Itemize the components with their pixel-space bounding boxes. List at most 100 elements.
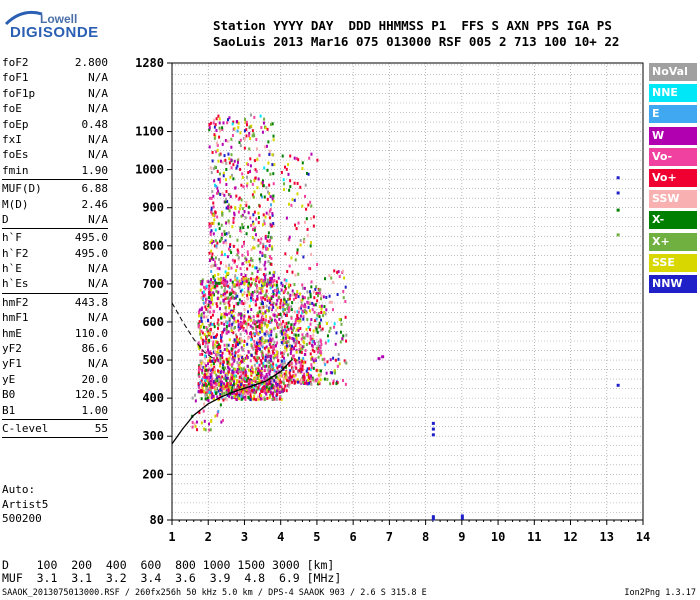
echo-point	[304, 305, 307, 309]
echo-point	[233, 384, 236, 388]
echo-point	[320, 328, 323, 332]
echo-point	[265, 345, 268, 349]
echo-point	[260, 195, 263, 199]
echo-point	[264, 260, 267, 264]
echo-point	[209, 290, 212, 294]
echo-point	[209, 121, 212, 125]
echo-point	[270, 195, 273, 199]
echo-point	[237, 210, 240, 214]
echo-point	[225, 232, 228, 236]
echo-point	[310, 382, 313, 386]
echo-point	[275, 383, 278, 387]
echo-point	[283, 346, 286, 350]
echo-point	[214, 165, 217, 169]
echo-point	[264, 364, 267, 368]
echo-point	[212, 277, 215, 281]
param-value: 443.8	[74, 295, 108, 309]
echo-point	[334, 371, 337, 375]
echo-point	[302, 345, 305, 349]
echo-point	[287, 321, 290, 325]
echo-point	[197, 344, 200, 348]
echo-point	[247, 287, 250, 291]
isolated-echo-point	[431, 517, 435, 521]
echo-point	[255, 266, 258, 270]
legend-item-vo: Vo+	[649, 168, 697, 187]
echo-point	[205, 398, 208, 402]
echo-point	[233, 355, 236, 359]
echo-point	[202, 297, 205, 301]
echo-point	[302, 375, 305, 379]
isolated-echo-point	[431, 433, 435, 437]
echo-point	[206, 327, 209, 331]
echo-point	[307, 301, 310, 305]
echo-point	[223, 347, 226, 351]
echo-point	[237, 302, 240, 306]
echo-point	[270, 224, 273, 228]
echo-point	[223, 232, 226, 236]
echo-point	[209, 356, 212, 360]
echo-point	[225, 373, 228, 377]
echo-point	[241, 347, 244, 351]
echo-point	[315, 317, 318, 321]
echo-point	[314, 303, 317, 307]
echo-point	[261, 321, 264, 325]
echo-point	[223, 292, 226, 296]
echo-point	[209, 322, 212, 326]
isolated-echo-point	[381, 355, 385, 359]
echo-point	[320, 310, 323, 314]
echo-point	[269, 255, 272, 259]
echo-point	[269, 122, 272, 126]
echo-point	[206, 368, 209, 372]
echo-point	[241, 280, 244, 284]
echo-point	[216, 297, 219, 301]
echo-point	[234, 367, 237, 371]
x-tick-label: 11	[527, 530, 541, 544]
echo-point	[309, 352, 312, 356]
echo-point	[191, 396, 194, 400]
echo-point	[220, 336, 223, 340]
echo-point	[270, 308, 273, 312]
echo-point	[308, 156, 311, 160]
echo-point	[337, 353, 340, 357]
echo-point	[235, 374, 238, 378]
echo-point	[212, 212, 215, 216]
echo-point	[289, 381, 292, 385]
echo-point	[300, 361, 303, 365]
echo-point	[265, 291, 268, 295]
echo-point	[249, 113, 252, 117]
echo-point	[237, 357, 240, 361]
echo-point	[253, 320, 256, 324]
echo-point	[309, 244, 312, 248]
echo-point	[299, 185, 302, 189]
echo-point	[222, 276, 225, 280]
echo-point	[219, 361, 222, 365]
echo-point	[271, 397, 274, 401]
echo-point	[194, 425, 197, 429]
echo-point	[257, 221, 260, 225]
echo-point	[265, 392, 268, 396]
echo-point	[199, 330, 202, 334]
echo-point	[201, 278, 204, 282]
echo-point	[333, 369, 336, 373]
echo-point	[230, 389, 233, 393]
echo-point	[200, 296, 203, 300]
echo-point	[233, 358, 236, 362]
echo-point	[275, 319, 278, 323]
echo-point	[229, 385, 232, 389]
echo-point	[233, 159, 236, 163]
param-row: h`F2 495.0	[2, 246, 108, 261]
echo-point	[289, 378, 292, 382]
echo-point	[227, 205, 230, 209]
echo-point	[259, 341, 262, 345]
echo-point	[237, 367, 240, 371]
echo-point	[328, 329, 331, 333]
echo-point	[340, 322, 343, 326]
echo-point	[201, 371, 204, 375]
echo-point	[269, 389, 272, 393]
echo-point	[269, 172, 272, 176]
echo-point	[228, 380, 231, 384]
echo-point	[228, 362, 231, 366]
echo-point	[261, 387, 264, 391]
echo-point	[333, 269, 336, 273]
echo-point	[250, 385, 253, 389]
